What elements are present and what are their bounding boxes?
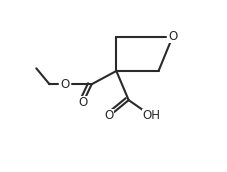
Text: OH: OH <box>143 110 160 122</box>
Text: O: O <box>61 78 70 91</box>
Text: O: O <box>78 96 88 109</box>
Text: O: O <box>105 110 114 122</box>
Text: O: O <box>168 30 177 43</box>
